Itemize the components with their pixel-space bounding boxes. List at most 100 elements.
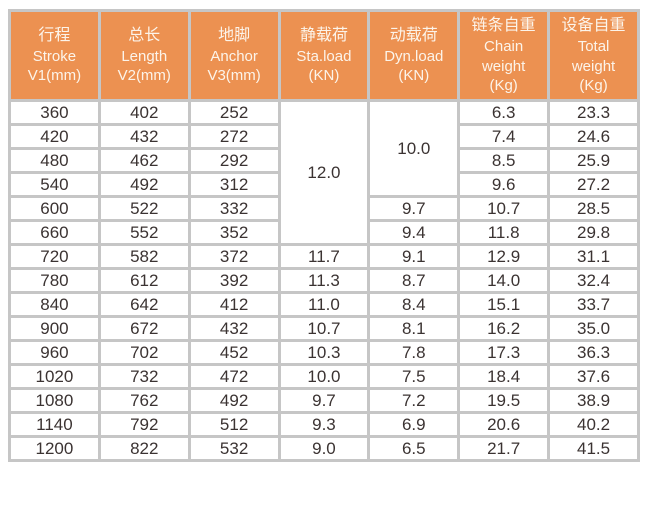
column-header-dyn-load-line: Dyn.load: [384, 47, 444, 65]
cell-dyn-load: 7.2: [367, 387, 461, 414]
cell-length: 732: [97, 363, 191, 390]
cell-anchor: 412: [187, 291, 281, 318]
cell-length: 792: [97, 411, 191, 438]
cell-total-weight: 38.9: [547, 387, 640, 414]
cell-length: 672: [97, 315, 191, 342]
column-header-total-weight-line: (Kg): [579, 77, 608, 95]
cell-dyn-load: 9.1: [367, 243, 461, 270]
column-header-total-weight-line: weight: [571, 57, 616, 75]
table-row: 1140 792 512 9.3 6.9 20.6 40.2: [8, 411, 640, 438]
cell-anchor: 252: [187, 99, 281, 126]
cell-anchor: 532: [187, 435, 281, 462]
table-row: 960 702 452 10.3 7.8 17.3 36.3: [8, 339, 640, 366]
column-header-length-line: V2(mm): [117, 67, 171, 85]
column-header-chain-weight: 链条自重 Chain weight (Kg): [457, 9, 551, 102]
cell-total-weight: 33.7: [547, 291, 640, 318]
cell-anchor: 332: [187, 195, 281, 222]
cell-anchor: 512: [187, 411, 281, 438]
cell-chain-weight: 6.3: [457, 99, 551, 126]
cell-dyn-load: 6.5: [367, 435, 461, 462]
cell-stroke: 720: [8, 243, 101, 270]
cell-stroke: 600: [8, 195, 101, 222]
cell-sta-load: 9.0: [277, 435, 371, 462]
cell-total-weight: 35.0: [547, 315, 640, 342]
cell-length: 492: [97, 171, 191, 198]
cell-length: 432: [97, 123, 191, 150]
column-header-stroke: 行程 Stroke V1(mm): [8, 9, 101, 102]
cell-length: 522: [97, 195, 191, 222]
header-row: 行程 Stroke V1(mm) 总长 Length V2(mm) 地脚 Anchor V3(m…: [8, 9, 640, 102]
column-header-chain-weight-line: 链条自重: [471, 17, 536, 35]
column-header-anchor-line: Anchor: [210, 47, 258, 65]
cell-stroke: 660: [8, 219, 101, 246]
cell-dyn-load: 9.7: [367, 195, 461, 222]
column-header-total-weight: 设备自重 Total weight (Kg): [547, 9, 640, 102]
cell-sta-load: 11.0: [277, 291, 371, 318]
cell-chain-weight: 21.7: [457, 435, 551, 462]
table-row: 720 582 372 11.7 9.1 12.9 31.1: [8, 243, 640, 270]
cell-total-weight: 41.5: [547, 435, 640, 462]
cell-stroke: 480: [8, 147, 101, 174]
cell-length: 552: [97, 219, 191, 246]
table-row: 900 672 432 10.7 8.1 16.2 35.0: [8, 315, 640, 342]
spec-table-body: 360 402 252 12.0 10.0 6.3 23.3 420 432 272 7.4 24.6…: [8, 99, 640, 462]
cell-stroke: 1140: [8, 411, 101, 438]
cell-anchor: 372: [187, 243, 281, 270]
cell-dyn-load: 8.4: [367, 291, 461, 318]
cell-total-weight: 31.1: [547, 243, 640, 270]
cell-length: 582: [97, 243, 191, 270]
column-header-dyn-load-line: (KN): [398, 67, 430, 85]
cell-dyn-load: 6.9: [367, 411, 461, 438]
cell-chain-weight: 12.9: [457, 243, 551, 270]
cell-chain-weight: 14.0: [457, 267, 551, 294]
cell-length: 642: [97, 291, 191, 318]
column-header-anchor-line: V3(mm): [207, 67, 261, 85]
cell-chain-weight: 11.8: [457, 219, 551, 246]
cell-stroke: 1080: [8, 387, 101, 414]
cell-total-weight: 23.3: [547, 99, 640, 126]
cell-chain-weight: 19.5: [457, 387, 551, 414]
cell-total-weight: 24.6: [547, 123, 640, 150]
cell-length: 822: [97, 435, 191, 462]
column-header-stroke-line: Stroke: [32, 47, 77, 65]
cell-stroke: 900: [8, 315, 101, 342]
table-row: 1080 762 492 9.7 7.2 19.5 38.9: [8, 387, 640, 414]
cell-total-weight: 29.8: [547, 219, 640, 246]
cell-anchor: 492: [187, 387, 281, 414]
table-row: 600 522 332 9.7 10.7 28.5: [8, 195, 640, 222]
cell-length: 612: [97, 267, 191, 294]
cell-stroke: 360: [8, 99, 101, 126]
cell-sta-load: 11.3: [277, 267, 371, 294]
cell-dyn-load: 8.1: [367, 315, 461, 342]
table-row: 1200 822 532 9.0 6.5 21.7 41.5: [8, 435, 640, 462]
spec-table-header: 行程 Stroke V1(mm) 总长 Length V2(mm) 地脚 Anchor V3(m…: [8, 9, 640, 102]
cell-chain-weight: 8.5: [457, 147, 551, 174]
cell-dyn-load: 9.4: [367, 219, 461, 246]
cell-anchor: 272: [187, 123, 281, 150]
cell-length: 702: [97, 339, 191, 366]
table-row: 840 642 412 11.0 8.4 15.1 33.7: [8, 291, 640, 318]
column-header-sta-load-line: 静载荷: [299, 27, 348, 45]
cell-sta-load: 10.0: [277, 363, 371, 390]
cell-stroke: 1200: [8, 435, 101, 462]
column-header-stroke-line: 行程: [38, 27, 71, 45]
cell-anchor: 352: [187, 219, 281, 246]
cell-sta-load: 11.7: [277, 243, 371, 270]
column-header-sta-load-line: Sta.load: [296, 47, 352, 65]
cell-chain-weight: 15.1: [457, 291, 551, 318]
cell-chain-weight: 16.2: [457, 315, 551, 342]
cell-length: 462: [97, 147, 191, 174]
cell-sta-load: 12.0: [277, 99, 371, 246]
table-row: 480 462 292 8.5 25.9: [8, 147, 640, 174]
column-header-total-weight-line: Total: [577, 38, 610, 56]
column-header-dyn-load-line: 动载荷: [389, 27, 438, 45]
column-header-length: 总长 Length V2(mm): [97, 9, 191, 102]
cell-stroke: 1020: [8, 363, 101, 390]
cell-sta-load: 10.7: [277, 315, 371, 342]
cell-dyn-load: 10.0: [367, 99, 461, 198]
column-header-anchor-line: 地脚: [218, 27, 251, 45]
cell-length: 762: [97, 387, 191, 414]
column-header-anchor: 地脚 Anchor V3(mm): [187, 9, 281, 102]
cell-anchor: 392: [187, 267, 281, 294]
cell-sta-load: 9.7: [277, 387, 371, 414]
